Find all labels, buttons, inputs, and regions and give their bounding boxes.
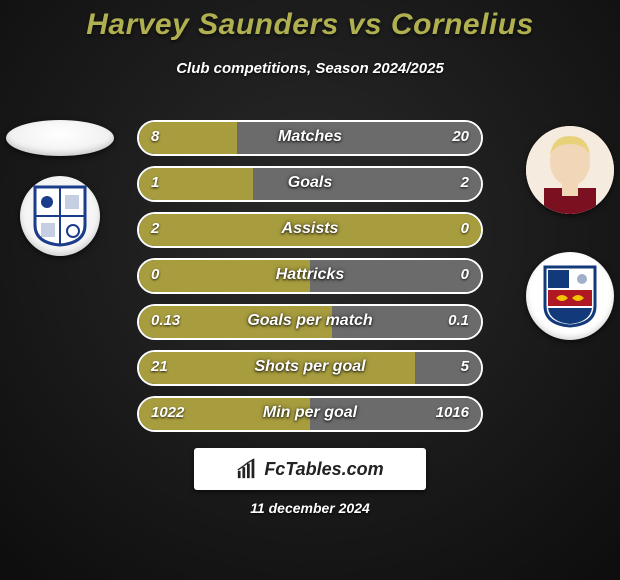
player1-photo xyxy=(6,120,114,156)
bar-track xyxy=(137,212,483,248)
comparison-card: Harvey Saunders vs Cornelius Club compet… xyxy=(0,0,620,580)
bar-track xyxy=(137,166,483,202)
title-vs: vs xyxy=(348,8,382,41)
source-logo-text: FcTables.com xyxy=(264,459,383,480)
bar-fill-right xyxy=(415,352,481,384)
stat-row: Goals per match0.130.1 xyxy=(137,304,483,340)
stat-value-right: 0 xyxy=(461,258,469,292)
stat-row: Min per goal10221016 xyxy=(137,396,483,432)
bar-fill-right xyxy=(237,122,481,154)
shield-icon xyxy=(33,185,87,247)
stat-value-right: 20 xyxy=(452,120,469,154)
stat-value-left: 8 xyxy=(151,120,159,154)
stat-row: Matches820 xyxy=(137,120,483,156)
stat-value-left: 1022 xyxy=(151,396,184,430)
bar-fill-right xyxy=(253,168,481,200)
headshot-icon xyxy=(526,126,614,214)
stat-value-right: 1016 xyxy=(436,396,469,430)
stat-value-right: 0 xyxy=(461,212,469,246)
source-logo: FcTables.com xyxy=(194,448,426,490)
stat-value-left: 0 xyxy=(151,258,159,292)
stat-value-left: 21 xyxy=(151,350,168,384)
bar-fill-left xyxy=(139,214,481,246)
stat-value-right: 0.1 xyxy=(448,304,469,338)
bar-fill-left xyxy=(139,352,415,384)
stat-row: Shots per goal215 xyxy=(137,350,483,386)
stat-value-left: 2 xyxy=(151,212,159,246)
title-player1: Harvey Saunders xyxy=(86,8,339,41)
footer-date: 11 december 2024 xyxy=(0,500,620,516)
stat-row: Goals12 xyxy=(137,166,483,202)
bar-track xyxy=(137,396,483,432)
bars-rising-icon xyxy=(236,458,258,480)
stat-value-left: 1 xyxy=(151,166,159,200)
title-player2: Cornelius xyxy=(391,8,534,41)
player2-photo xyxy=(526,126,614,214)
player1-club-crest xyxy=(20,176,100,256)
bar-fill-left xyxy=(139,260,310,292)
stat-value-left: 0.13 xyxy=(151,304,180,338)
shield-icon xyxy=(542,264,598,328)
subtitle: Club competitions, Season 2024/2025 xyxy=(0,60,620,77)
stat-row: Assists20 xyxy=(137,212,483,248)
stat-value-right: 5 xyxy=(461,350,469,384)
bar-track xyxy=(137,350,483,386)
stat-row: Hattricks00 xyxy=(137,258,483,294)
bar-fill-right xyxy=(310,260,481,292)
bar-track xyxy=(137,304,483,340)
stat-value-right: 2 xyxy=(461,166,469,200)
bar-track xyxy=(137,120,483,156)
page-title: Harvey Saunders vs Cornelius xyxy=(0,8,620,42)
bar-track xyxy=(137,258,483,294)
player2-club-crest xyxy=(526,252,614,340)
